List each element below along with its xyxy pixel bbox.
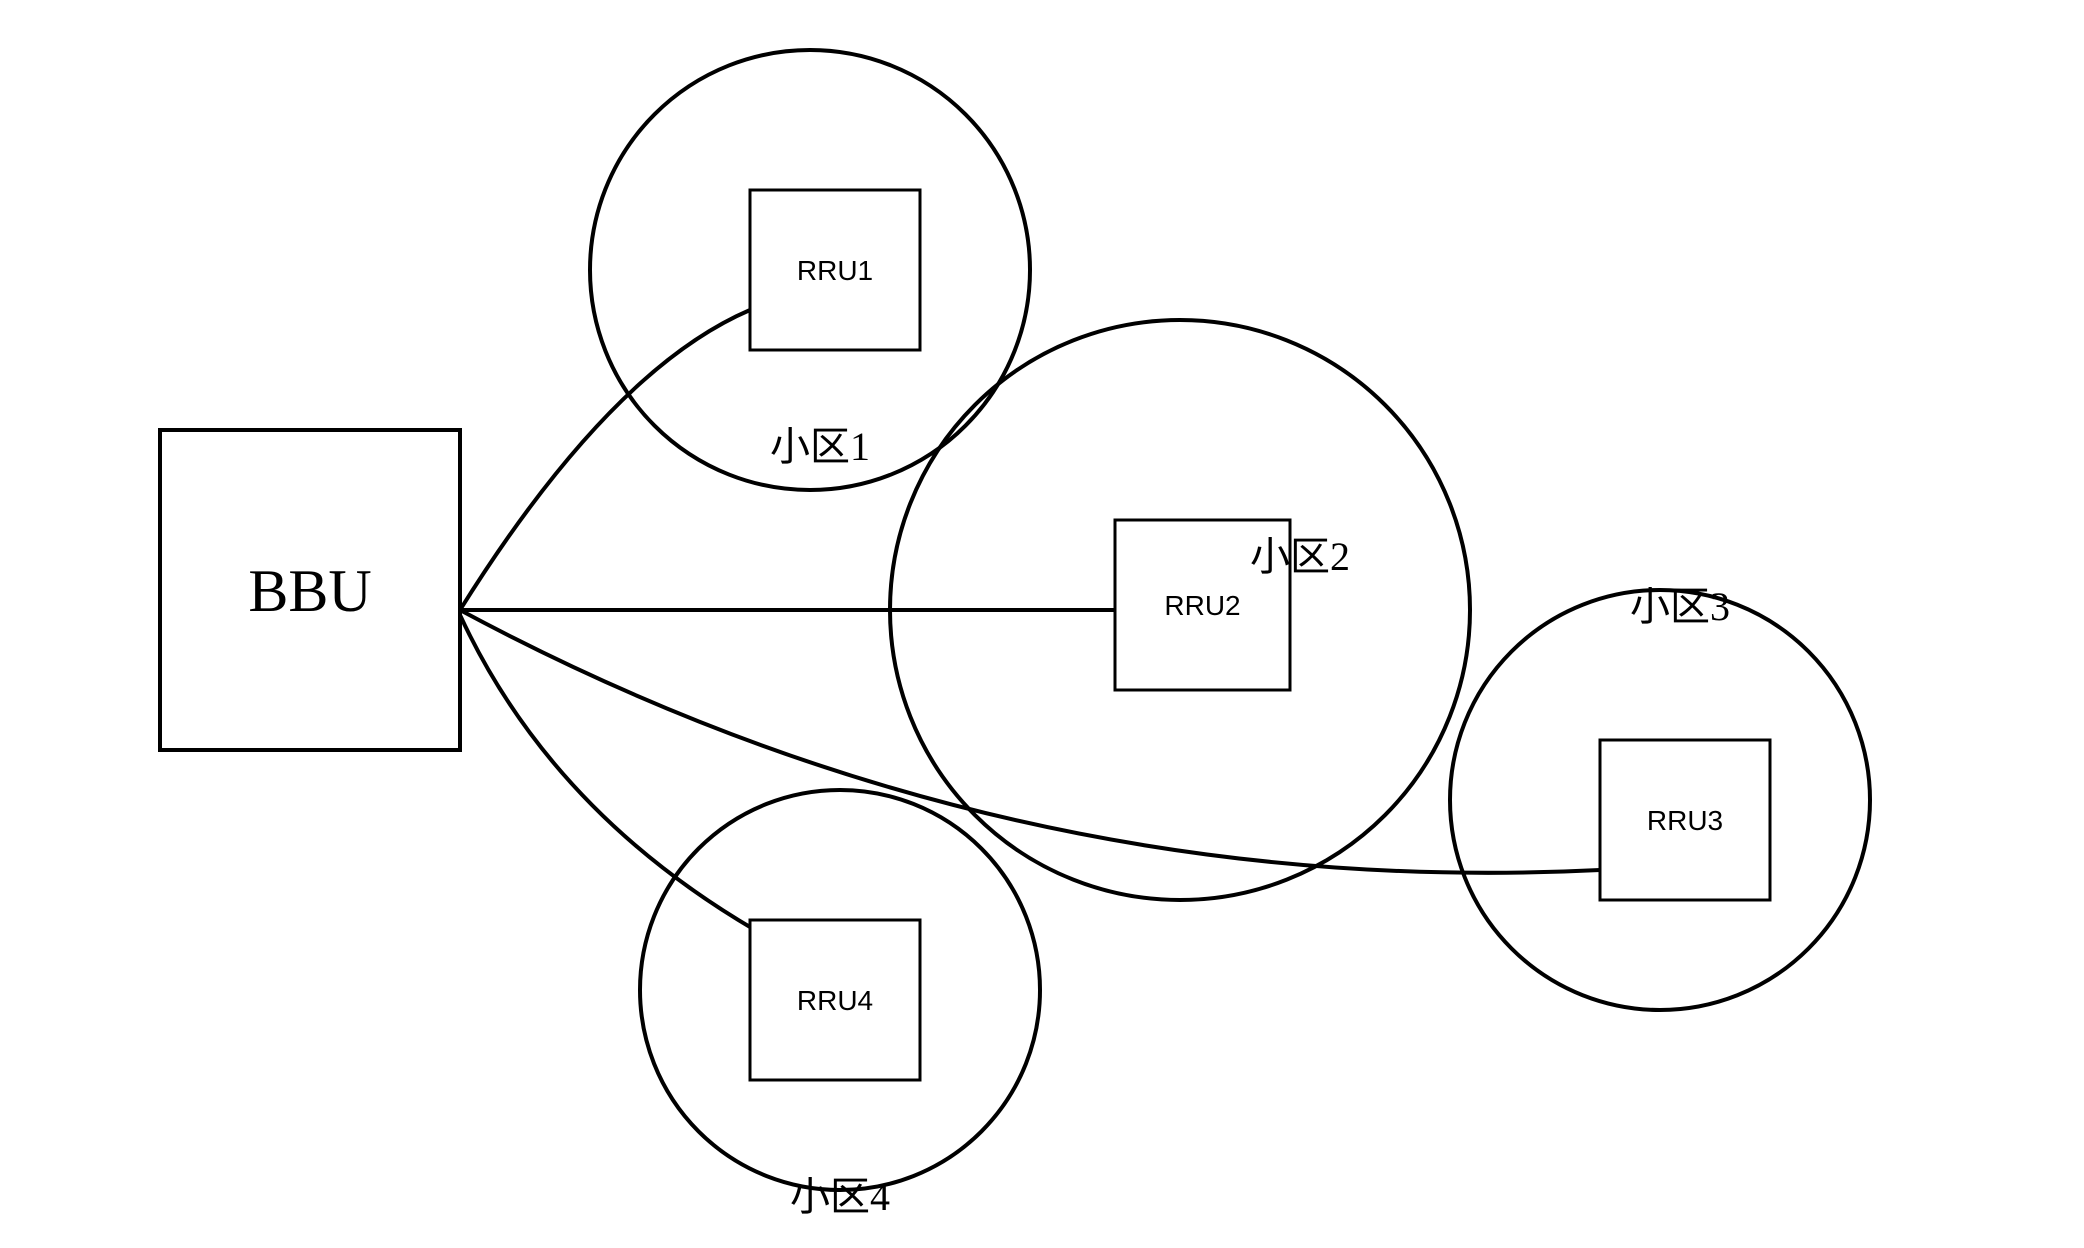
link-cell3	[460, 610, 1600, 873]
rru-label-cell4: RRU4	[797, 985, 873, 1016]
link-cell4	[460, 615, 755, 930]
rru-label-cell1: RRU1	[797, 255, 873, 286]
cell-label-cell2: 小区2	[1250, 534, 1350, 579]
rru-label-cell2: RRU2	[1164, 590, 1240, 621]
bbu-label: BBU	[248, 558, 371, 624]
cell-label-cell1: 小区1	[770, 424, 870, 469]
network-diagram: BBU RRU1 RRU2 RRU3 RRU4 小区1 小区2 小区3 小区4	[0, 0, 2084, 1248]
cell-label-cell3: 小区3	[1630, 584, 1730, 629]
rru-label-cell3: RRU3	[1647, 805, 1723, 836]
cell-label-cell4: 小区4	[790, 1174, 890, 1219]
